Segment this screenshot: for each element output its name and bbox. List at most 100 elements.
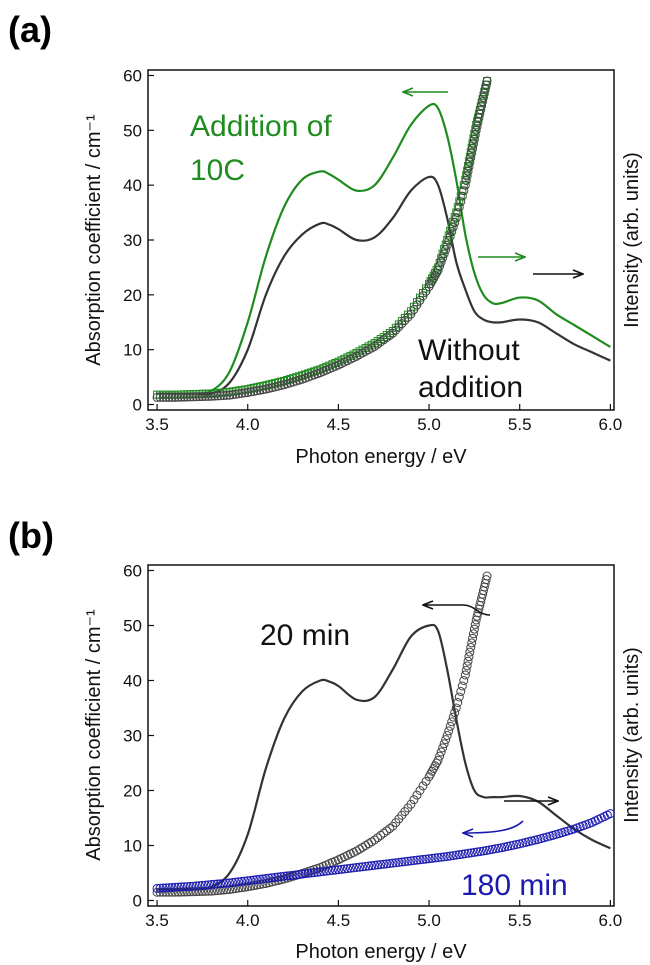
data-point: [444, 726, 454, 736]
y-tick-label: 30: [123, 231, 142, 250]
data-point: [182, 392, 192, 402]
data-point: [397, 857, 407, 867]
data-point: [435, 751, 445, 761]
data-point: [471, 125, 480, 134]
data-point: [447, 227, 457, 237]
series-line: [157, 623, 611, 891]
data-point: [228, 878, 238, 888]
data-point: [370, 835, 380, 845]
data-point: [391, 858, 401, 868]
data-point: [315, 867, 325, 877]
data-point: [415, 786, 425, 795]
data-point: [336, 864, 346, 874]
y-tick-label: 20: [123, 782, 142, 801]
y-tick-label: 50: [123, 121, 142, 140]
data-point: [161, 392, 171, 402]
data-point: [167, 392, 177, 402]
data-point: [345, 863, 355, 873]
x-tick-label: 4.0: [236, 911, 260, 930]
data-point: [472, 847, 482, 857]
data-point: [170, 882, 180, 892]
data-point: [473, 117, 483, 127]
data-point: [234, 877, 244, 887]
series-line: [157, 175, 611, 396]
data-point: [466, 643, 476, 652]
series-line: [157, 102, 611, 395]
data-point: [444, 236, 454, 246]
data-point: [379, 828, 389, 838]
data-point: [478, 846, 488, 856]
data-point: [225, 878, 235, 888]
data-point: [454, 202, 464, 212]
data-point: [158, 392, 168, 402]
data-point: [461, 176, 471, 186]
x-tick-label: 5.5: [508, 415, 532, 434]
y-tick-label: 30: [123, 727, 142, 746]
data-point: [479, 88, 489, 98]
data-point: [258, 385, 268, 395]
data-point: [462, 661, 472, 671]
data-point: [394, 857, 404, 867]
data-point: [206, 880, 216, 890]
data-point: [382, 826, 392, 836]
data-point: [330, 865, 340, 875]
x-tick-label: 3.5: [145, 911, 169, 930]
data-point: [447, 717, 457, 727]
data-point: [167, 887, 177, 897]
data-point: [155, 392, 165, 402]
data-point: [258, 879, 268, 889]
data-point: [333, 865, 343, 875]
data-point: [427, 276, 437, 286]
annotation-20-min: 20 min: [260, 619, 350, 652]
data-point: [426, 279, 436, 289]
data-point: [370, 860, 380, 870]
data-point: [427, 766, 437, 776]
data-point: [466, 153, 476, 163]
data-point: [194, 392, 204, 402]
data-point: [376, 860, 386, 870]
arrow-black-left: [423, 605, 491, 616]
data-point: [388, 328, 398, 338]
data-point: [173, 882, 183, 892]
data-point: [152, 883, 162, 893]
data-point: [448, 851, 458, 861]
data-point: [412, 790, 422, 800]
data-point: [463, 166, 473, 176]
data-point: [454, 692, 464, 702]
data-point: [252, 386, 262, 396]
data-point: [209, 879, 219, 889]
data-point: [182, 887, 192, 897]
data-point: [213, 879, 223, 889]
data-point: [462, 171, 472, 181]
axes-ticks: 3.5 4.0 4.5 5.0 5.5 6.0 0 10 20 30 40 50 60: [123, 562, 622, 931]
data-point: [231, 389, 241, 399]
data-point: [291, 870, 301, 880]
x-axis-label: Photon energy / eV: [295, 941, 467, 963]
data-point: [464, 652, 474, 662]
data-point: [470, 620, 480, 630]
data-point: [379, 859, 389, 869]
data-point: [237, 388, 247, 398]
data-point: [400, 857, 410, 867]
data-point: [185, 887, 195, 897]
data-point: [282, 871, 292, 881]
data-point: [469, 847, 479, 857]
data-point: [409, 795, 419, 805]
data-point: [451, 703, 461, 713]
data-point: [185, 392, 195, 402]
data-point: [436, 257, 446, 267]
data-point: [273, 872, 283, 882]
y-tick-label: 0: [133, 396, 142, 415]
data-point: [464, 162, 474, 172]
data-point: [170, 392, 180, 402]
data-point: [222, 878, 232, 888]
data-point: [430, 271, 440, 281]
data-point: [376, 830, 386, 840]
data-point: [430, 761, 440, 771]
data-point: [445, 851, 455, 861]
data-point: [481, 845, 491, 855]
data-point: [182, 882, 192, 892]
data-point: [500, 842, 510, 852]
data-point: [264, 873, 274, 883]
